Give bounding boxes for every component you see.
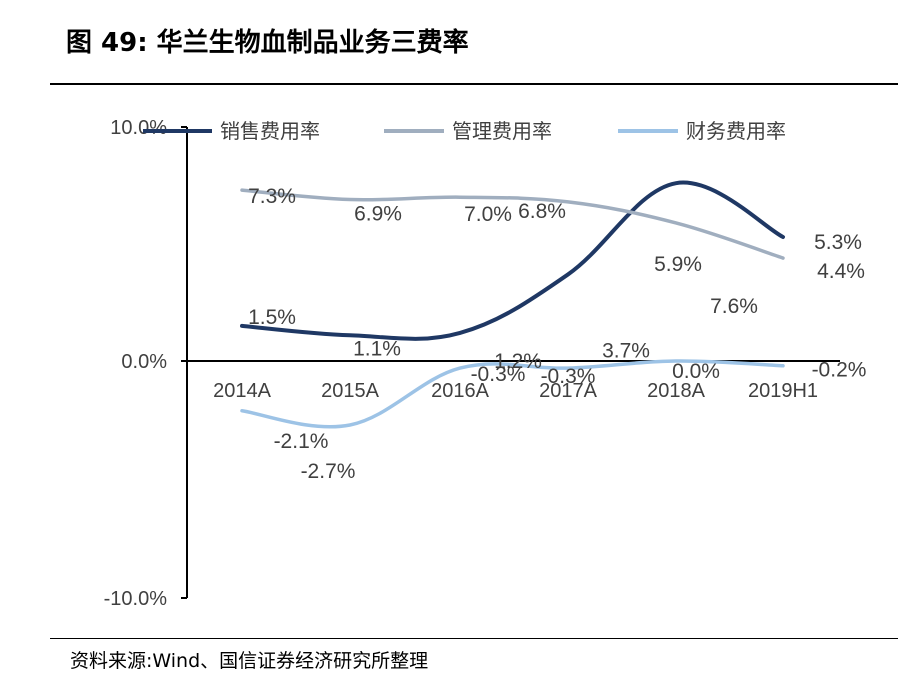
data-label: 5.3%	[814, 231, 862, 254]
data-label: 5.9%	[654, 253, 702, 276]
x-tick-label: 2014A	[213, 380, 271, 402]
data-label: -0.3%	[471, 363, 526, 386]
legend: 销售费用率 管理费用率 财务费用率	[143, 119, 786, 143]
x-tick-label: 2016A	[431, 380, 489, 402]
x-tick-label: 2017A	[539, 380, 597, 402]
y-tick-label: -10.0%	[104, 588, 168, 610]
series-line-1	[240, 180, 785, 341]
legend-label: 财务费用率	[686, 119, 786, 143]
source-note: 资料来源:Wind、国信证券经济研究所整理	[70, 650, 429, 672]
title-divider	[50, 83, 898, 85]
data-label: 4.4%	[817, 260, 865, 283]
data-labels: 1.5% 1.1% 1.2% 3.7% 7.6% 5.3% 7.3% 6.9% 7.0% 6.8%…	[248, 185, 866, 483]
data-label: 3.7%	[602, 339, 650, 362]
data-label: 0.0%	[672, 360, 720, 383]
data-label: 1.5%	[248, 306, 296, 329]
x-tick-label: 2018A	[647, 380, 705, 402]
legend-label: 管理费用率	[452, 119, 552, 143]
data-label: 7.0%	[464, 203, 512, 226]
data-label: 7.6%	[710, 295, 758, 318]
x-tick-label: 2015A	[321, 380, 379, 402]
data-label: 1.1%	[353, 337, 401, 360]
data-label: -0.3%	[541, 365, 596, 388]
data-label: 6.8%	[518, 200, 566, 223]
x-tick-label: 2019H1	[748, 380, 818, 402]
axes: 10.0% 0.0% -10.0% 2014A 2015A 2016A 2017A 2018A…	[104, 117, 840, 610]
data-label: -2.1%	[274, 430, 329, 453]
data-label: -2.7%	[301, 460, 356, 483]
data-label: 1.2%	[494, 350, 542, 373]
series-lines	[240, 180, 785, 429]
series-line-3	[240, 359, 785, 429]
data-label: -0.2%	[812, 359, 867, 382]
series-line-2	[240, 188, 785, 260]
data-label: 7.3%	[248, 185, 296, 208]
y-tick-label: 10.0%	[110, 117, 167, 139]
legend-label: 销售费用率	[220, 119, 320, 143]
figure-title: 图 49: 华兰生物血制品业务三费率	[66, 28, 469, 58]
y-tick-label: 0.0%	[121, 351, 167, 373]
source-divider	[50, 638, 898, 639]
data-label: 6.9%	[354, 203, 402, 226]
